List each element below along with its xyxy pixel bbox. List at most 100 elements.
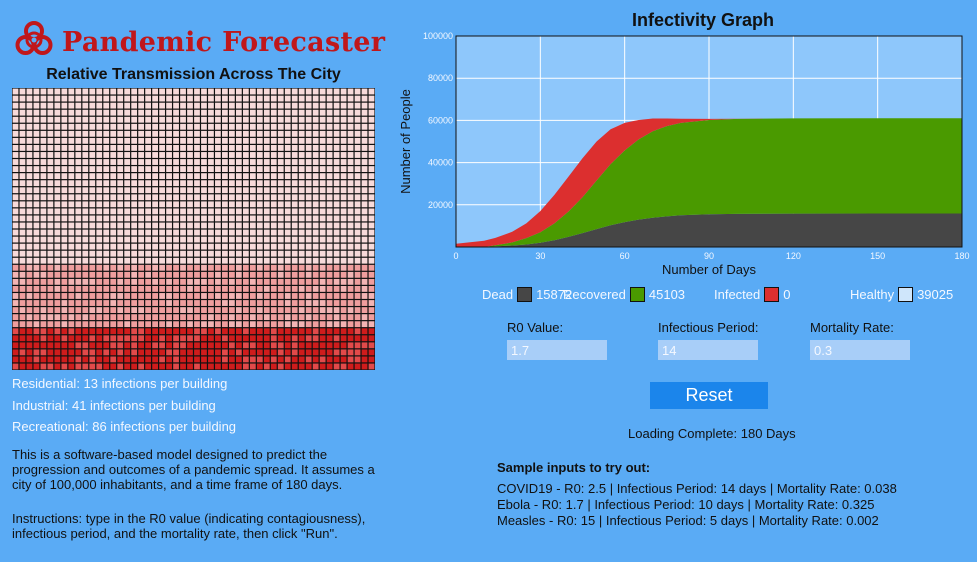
grid-cell xyxy=(117,159,124,165)
grid-cell xyxy=(180,166,186,172)
grid-cell xyxy=(291,123,298,130)
grid-cell xyxy=(103,257,110,264)
grid-cell xyxy=(124,342,131,349)
infectious-period-input[interactable] xyxy=(658,340,758,360)
grid-cell xyxy=(12,201,19,208)
grid-cell xyxy=(33,152,40,158)
grid-cell xyxy=(263,222,270,229)
grid-cell xyxy=(305,123,312,130)
grid-cell xyxy=(235,335,242,342)
grid-cell xyxy=(319,123,326,130)
grid-cell xyxy=(340,307,347,313)
grid-cell xyxy=(194,300,200,306)
grid-cell xyxy=(26,187,33,194)
grid-cell xyxy=(117,264,124,271)
sample-measles: Measles - R0: 15 | Infectious Period: 5 … xyxy=(497,513,879,528)
grid-cell xyxy=(361,307,368,313)
grid-cell xyxy=(124,152,131,158)
grid-cell xyxy=(68,180,75,187)
grid-cell xyxy=(201,137,207,144)
grid-cell xyxy=(201,130,207,137)
grid-cell xyxy=(249,145,256,151)
grid-cell xyxy=(166,250,172,257)
grid-cell xyxy=(61,208,68,215)
grid-cell xyxy=(89,243,96,250)
grid-cell xyxy=(326,342,333,349)
grid-cell xyxy=(47,95,54,102)
grid-cell xyxy=(312,180,319,187)
grid-cell xyxy=(68,187,75,194)
grid-cell xyxy=(159,95,165,102)
grid-cell xyxy=(54,321,61,328)
grid-cell xyxy=(242,278,249,285)
grid-cell xyxy=(117,300,124,306)
grid-cell xyxy=(75,363,82,370)
grid-cell xyxy=(340,201,347,208)
grid-cell xyxy=(319,109,326,116)
grid-cell xyxy=(319,208,326,215)
grid-cell xyxy=(166,102,172,109)
grid-cell xyxy=(117,116,124,123)
grid-cell xyxy=(291,307,298,313)
grid-cell xyxy=(187,264,193,271)
grid-cell xyxy=(103,166,110,172)
grid-cell xyxy=(242,257,249,264)
mortality-rate-input[interactable] xyxy=(810,340,910,360)
grid-cell xyxy=(117,286,124,292)
grid-cell xyxy=(347,116,354,123)
grid-cell xyxy=(173,102,179,109)
grid-cell xyxy=(222,187,228,194)
grid-cell xyxy=(312,145,319,151)
grid-cell xyxy=(242,187,249,194)
grid-cell xyxy=(180,102,186,109)
grid-cell xyxy=(19,307,26,313)
grid-cell xyxy=(173,257,179,264)
grid-cell xyxy=(298,229,305,236)
grid-cell xyxy=(19,271,26,278)
grid-cell xyxy=(194,314,200,321)
grid-cell xyxy=(152,123,158,130)
r0-input[interactable] xyxy=(507,340,607,360)
grid-cell xyxy=(194,286,200,292)
grid-cell xyxy=(166,222,172,229)
grid-cell xyxy=(194,236,200,243)
grid-cell xyxy=(291,314,298,321)
grid-cell xyxy=(89,173,96,180)
grid-cell xyxy=(68,208,75,215)
grid-cell xyxy=(19,166,26,172)
grid-cell xyxy=(340,187,347,194)
grid-cell xyxy=(124,250,131,257)
grid-cell xyxy=(291,137,298,144)
grid-cell xyxy=(242,166,249,172)
grid-cell xyxy=(138,152,145,158)
grid-cell xyxy=(75,137,82,144)
grid-cell xyxy=(208,278,214,285)
grid-cell xyxy=(110,321,117,328)
grid-cell xyxy=(368,250,375,257)
grid-cell xyxy=(117,173,124,180)
grid-cell xyxy=(187,152,193,158)
grid-cell xyxy=(159,300,165,306)
grid-cell xyxy=(131,264,138,271)
grid-cell xyxy=(166,215,172,222)
grid-cell xyxy=(291,222,298,229)
grid-cell xyxy=(187,293,193,299)
grid-cell xyxy=(68,229,75,236)
grid-cell xyxy=(173,159,179,165)
grid-cell xyxy=(277,293,284,299)
grid-cell xyxy=(319,166,326,172)
grid-cell xyxy=(347,145,354,151)
grid-cell xyxy=(138,215,145,222)
grid-cell xyxy=(68,363,75,370)
grid-cell xyxy=(145,159,152,165)
grid-cell xyxy=(159,335,165,342)
grid-cell xyxy=(215,145,221,151)
grid-cell xyxy=(187,116,193,123)
grid-cell xyxy=(312,293,319,299)
grid-cell xyxy=(201,173,207,180)
grid-cell xyxy=(242,180,249,187)
reset-button[interactable]: Reset xyxy=(650,382,768,409)
grid-cell xyxy=(333,159,340,165)
grid-cell xyxy=(208,314,214,321)
grid-cell xyxy=(326,286,333,292)
